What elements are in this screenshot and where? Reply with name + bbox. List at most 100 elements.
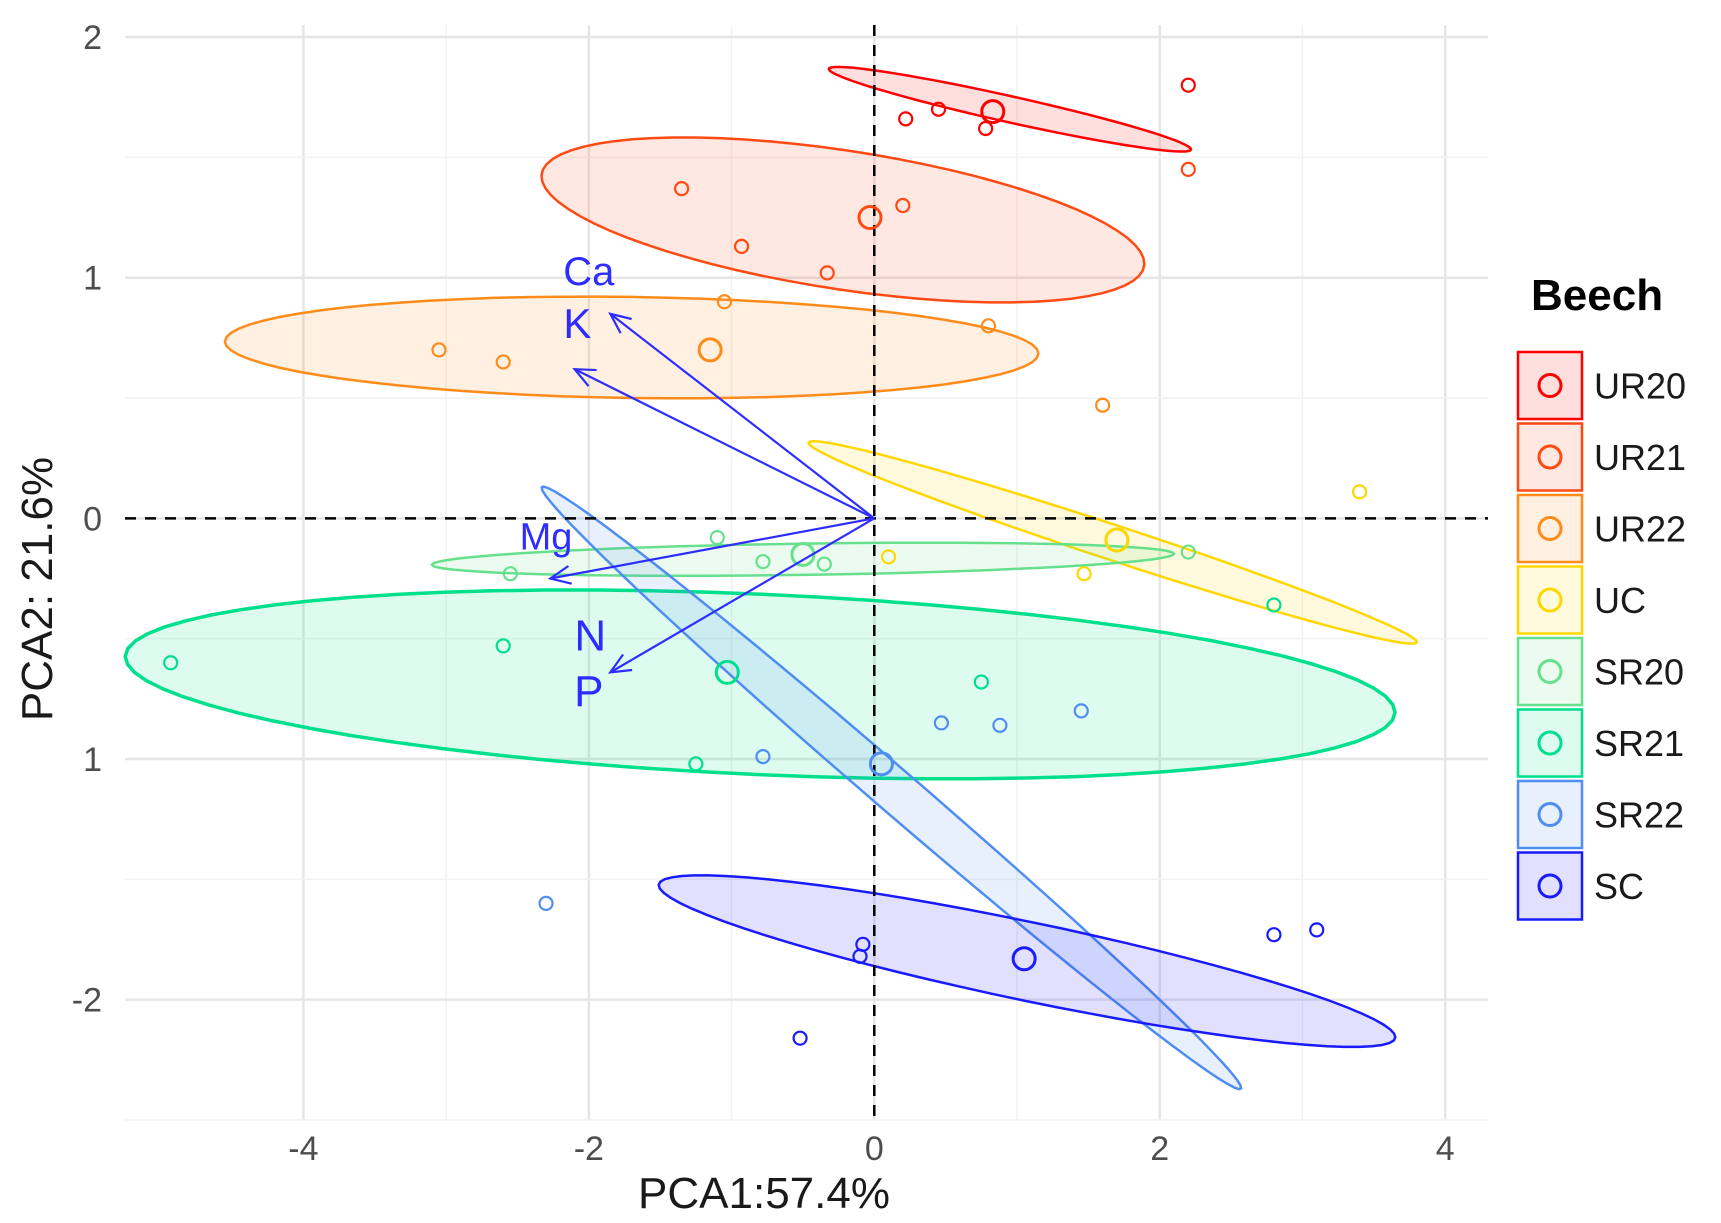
point-ur22 [495, 354, 511, 370]
loading-label-mg: Mg [520, 517, 573, 559]
loading-arrow-ca [609, 312, 875, 520]
legend-label-sr21: SR21 [1594, 723, 1684, 764]
ellipse-sr21 [123, 588, 1397, 781]
x-tick-label: 2 [1150, 1130, 1169, 1168]
point-sr20 [755, 554, 771, 570]
point-ur20 [1180, 77, 1196, 93]
arrowhead-k [572, 367, 597, 387]
legend-key-ur20 [1516, 350, 1584, 421]
loading-label-ca: Ca [563, 250, 615, 294]
legend-item-sc: SC [1516, 851, 1644, 921]
ellipse-ur22 [223, 295, 1040, 400]
point-sc [792, 1030, 808, 1046]
y-tick-label: 0 [83, 500, 102, 538]
arrowhead-n [607, 653, 633, 674]
legend-label-ur20: UR20 [1594, 366, 1686, 407]
centroid-sc [1011, 946, 1037, 972]
point-uc [1351, 484, 1368, 500]
loading-label-n: N [574, 612, 606, 661]
y-tick-label: -2 [72, 982, 102, 1020]
point-sr21 [495, 638, 511, 654]
legend-label-ur22: UR22 [1594, 509, 1686, 550]
arrowhead-ca [608, 312, 632, 334]
centroid-sr22 [868, 751, 894, 777]
legend-item-ur22: UR22 [1516, 493, 1686, 564]
point-sr22 [755, 749, 771, 765]
point-ur21 [895, 197, 911, 214]
legend-item-uc: UC [1516, 565, 1646, 635]
ellipse-sc [657, 874, 1397, 1049]
legend-item-sr21: SR21 [1516, 708, 1684, 778]
axis-ticks: -4 -2 0 2 4 2 1 0 1 -2 [72, 19, 1455, 1168]
ellipse-sr22 [540, 485, 1243, 1091]
point-uc [1076, 566, 1092, 582]
legend-key-symbol [1537, 730, 1563, 756]
x-tick-label: -2 [574, 1130, 604, 1168]
x-axis-title: PCA1:57.4% [638, 1169, 890, 1218]
centroid-ur20 [980, 99, 1006, 125]
y-tick-label: 2 [83, 19, 102, 57]
legend-item-ur20: UR20 [1516, 350, 1686, 421]
point-ur20 [978, 120, 994, 137]
legend-key-sr22 [1516, 779, 1584, 850]
point-ur21 [733, 238, 750, 255]
ellipse-uc [807, 439, 1419, 645]
point-sr21 [688, 756, 704, 772]
point-sr22 [992, 717, 1008, 733]
confidence-ellipses [123, 65, 1419, 1091]
point-ur22 [1095, 397, 1111, 413]
loading-arrow-k [574, 368, 875, 520]
loading-vectors: Ca K Mg NP [520, 250, 875, 716]
legend-key-sr21 [1516, 708, 1584, 778]
centroid-ur21 [857, 205, 883, 231]
legend-key-ur22 [1516, 493, 1584, 564]
legend-item-sr20: SR20 [1516, 636, 1684, 707]
point-ur21 [819, 265, 835, 281]
legend-key-sc [1516, 851, 1584, 921]
data-points [163, 77, 1368, 1046]
legend-item-ur21: UR21 [1516, 422, 1686, 492]
x-tick-label: 4 [1436, 1130, 1455, 1168]
legend-key-symbol [1537, 444, 1563, 470]
centroid-ur22 [697, 337, 723, 363]
legend-key-ur21 [1516, 422, 1584, 492]
point-ur22 [716, 294, 733, 310]
legend-key-symbol [1537, 373, 1563, 398]
point-sr20 [816, 556, 832, 572]
point-sr21 [1266, 597, 1282, 613]
legend: Beech UR20 UR21 UR22 UC SR20 SR21 SR22 SC [1516, 271, 1686, 921]
point-sc [1266, 927, 1282, 943]
point-sr20 [502, 566, 518, 582]
legend-title: Beech [1531, 271, 1663, 320]
point-sr20 [709, 530, 725, 546]
legend-label-uc: UC [1594, 580, 1646, 621]
centroid-uc [1104, 527, 1130, 553]
point-uc [880, 549, 897, 565]
legend-label-sr20: SR20 [1594, 652, 1684, 693]
point-ur20 [898, 111, 914, 127]
legend-key-uc [1516, 565, 1584, 635]
legend-key-symbol [1537, 802, 1563, 827]
x-tick-label: -4 [288, 1130, 318, 1168]
point-sc [852, 948, 868, 964]
point-sc [1309, 922, 1325, 938]
legend-key-symbol [1537, 587, 1563, 613]
point-ur21 [1180, 161, 1196, 177]
point-sr22 [933, 715, 949, 731]
point-ur20 [930, 101, 947, 117]
legend-label-sr22: SR22 [1594, 795, 1684, 836]
legend-item-sr22: SR22 [1516, 779, 1684, 850]
legend-key-sr20 [1516, 636, 1584, 707]
point-ur21 [674, 181, 690, 197]
legend-key-symbol [1537, 516, 1563, 541]
arrowhead-mg [547, 565, 572, 585]
point-ur22 [431, 342, 447, 358]
loading-arrow-n [609, 517, 875, 674]
point-ur22 [980, 318, 997, 334]
legend-label-ur21: UR21 [1594, 437, 1686, 478]
point-sr22 [1073, 703, 1089, 719]
x-tick-label: 0 [865, 1130, 884, 1168]
legend-label-sc: SC [1594, 866, 1644, 907]
point-sr22 [538, 895, 554, 912]
